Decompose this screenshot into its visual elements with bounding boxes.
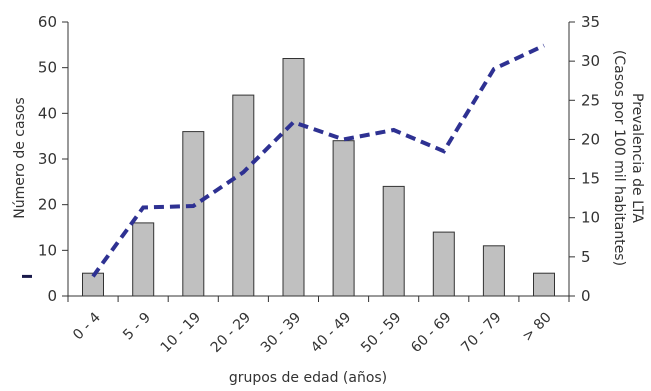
prevalence-line: [91, 43, 545, 278]
y-left-tick-label-0: 0: [47, 287, 57, 305]
y-left-tick-label-1: 10: [38, 241, 57, 259]
y-left-tick-label-5: 50: [38, 59, 57, 77]
y-left-axis-title: Número de casos: [12, 97, 28, 218]
bar-7: [432, 231, 455, 297]
x-axis-title: grupos de edad (años): [229, 370, 387, 386]
y-left-tick-label-2: 20: [38, 196, 57, 214]
y-right-tick-label-0: 0: [581, 287, 591, 305]
x-tick-label-8: 70 - 79: [458, 310, 504, 356]
x-tick-label-5: 40 - 49: [308, 310, 354, 356]
y-right-axis-title-line1: Prevalencia de LTA: [629, 93, 645, 223]
y-right-tick-label-4: 20: [581, 130, 600, 148]
bar-4: [282, 58, 305, 297]
x-tick-label-6: 50 - 59: [358, 310, 404, 356]
y-right-tick-label-3: 15: [581, 170, 600, 188]
y-right-tick-label-1: 5: [581, 248, 591, 266]
y-left-tick-label-3: 30: [38, 150, 57, 168]
x-tick-label-2: 10 - 19: [158, 310, 204, 356]
y-right-tick-label-6: 30: [581, 52, 600, 70]
plot-area: 0 10 20 30 40 50 60 0 5 10 15 20 25 30 35 0 - 4 5 - 9 10 …: [22, 13, 600, 356]
bar-5: [332, 140, 355, 297]
ticks-layer: 0 10 20 30 40 50 60 0 5 10 15 20 25 30 35 0 - 4 5 - 9 10 …: [38, 13, 600, 356]
bar-1: [132, 222, 155, 297]
y-right-tick-label-7: 35: [581, 13, 600, 31]
y-left-tick-label-4: 40: [38, 104, 57, 122]
x-tick-label-0: 0 - 4: [70, 309, 104, 343]
bar-8: [482, 245, 505, 297]
x-tick-label-3: 20 - 29: [208, 310, 254, 356]
bar-0: [82, 272, 104, 297]
y-right-tick-label-2: 10: [581, 209, 600, 227]
x-tick-label-7: 60 - 69: [408, 310, 454, 356]
y-left-tick-label-6: 60: [38, 13, 57, 31]
bar-3: [232, 94, 255, 297]
bar-9: [533, 272, 555, 297]
x-tick-label-4: 30 - 39: [258, 310, 304, 356]
bars-layer: [82, 58, 555, 297]
bar-2: [182, 131, 205, 297]
line-layer: [22, 43, 545, 278]
x-tick-label-1: 5 - 9: [120, 310, 154, 344]
y-right-axis-title-line2: (Casos por 100 mil habitantes): [611, 50, 627, 266]
y-right-tick-label-5: 25: [581, 91, 600, 109]
x-tick-label-9: > 80: [519, 310, 554, 345]
bar-6: [382, 185, 405, 297]
